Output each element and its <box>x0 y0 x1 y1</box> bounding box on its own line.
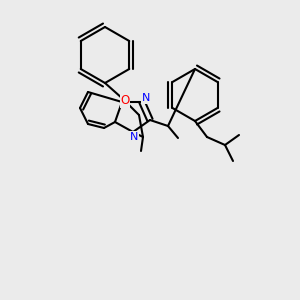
Text: N: N <box>130 132 138 142</box>
Text: N: N <box>142 93 150 103</box>
Text: O: O <box>120 94 130 107</box>
